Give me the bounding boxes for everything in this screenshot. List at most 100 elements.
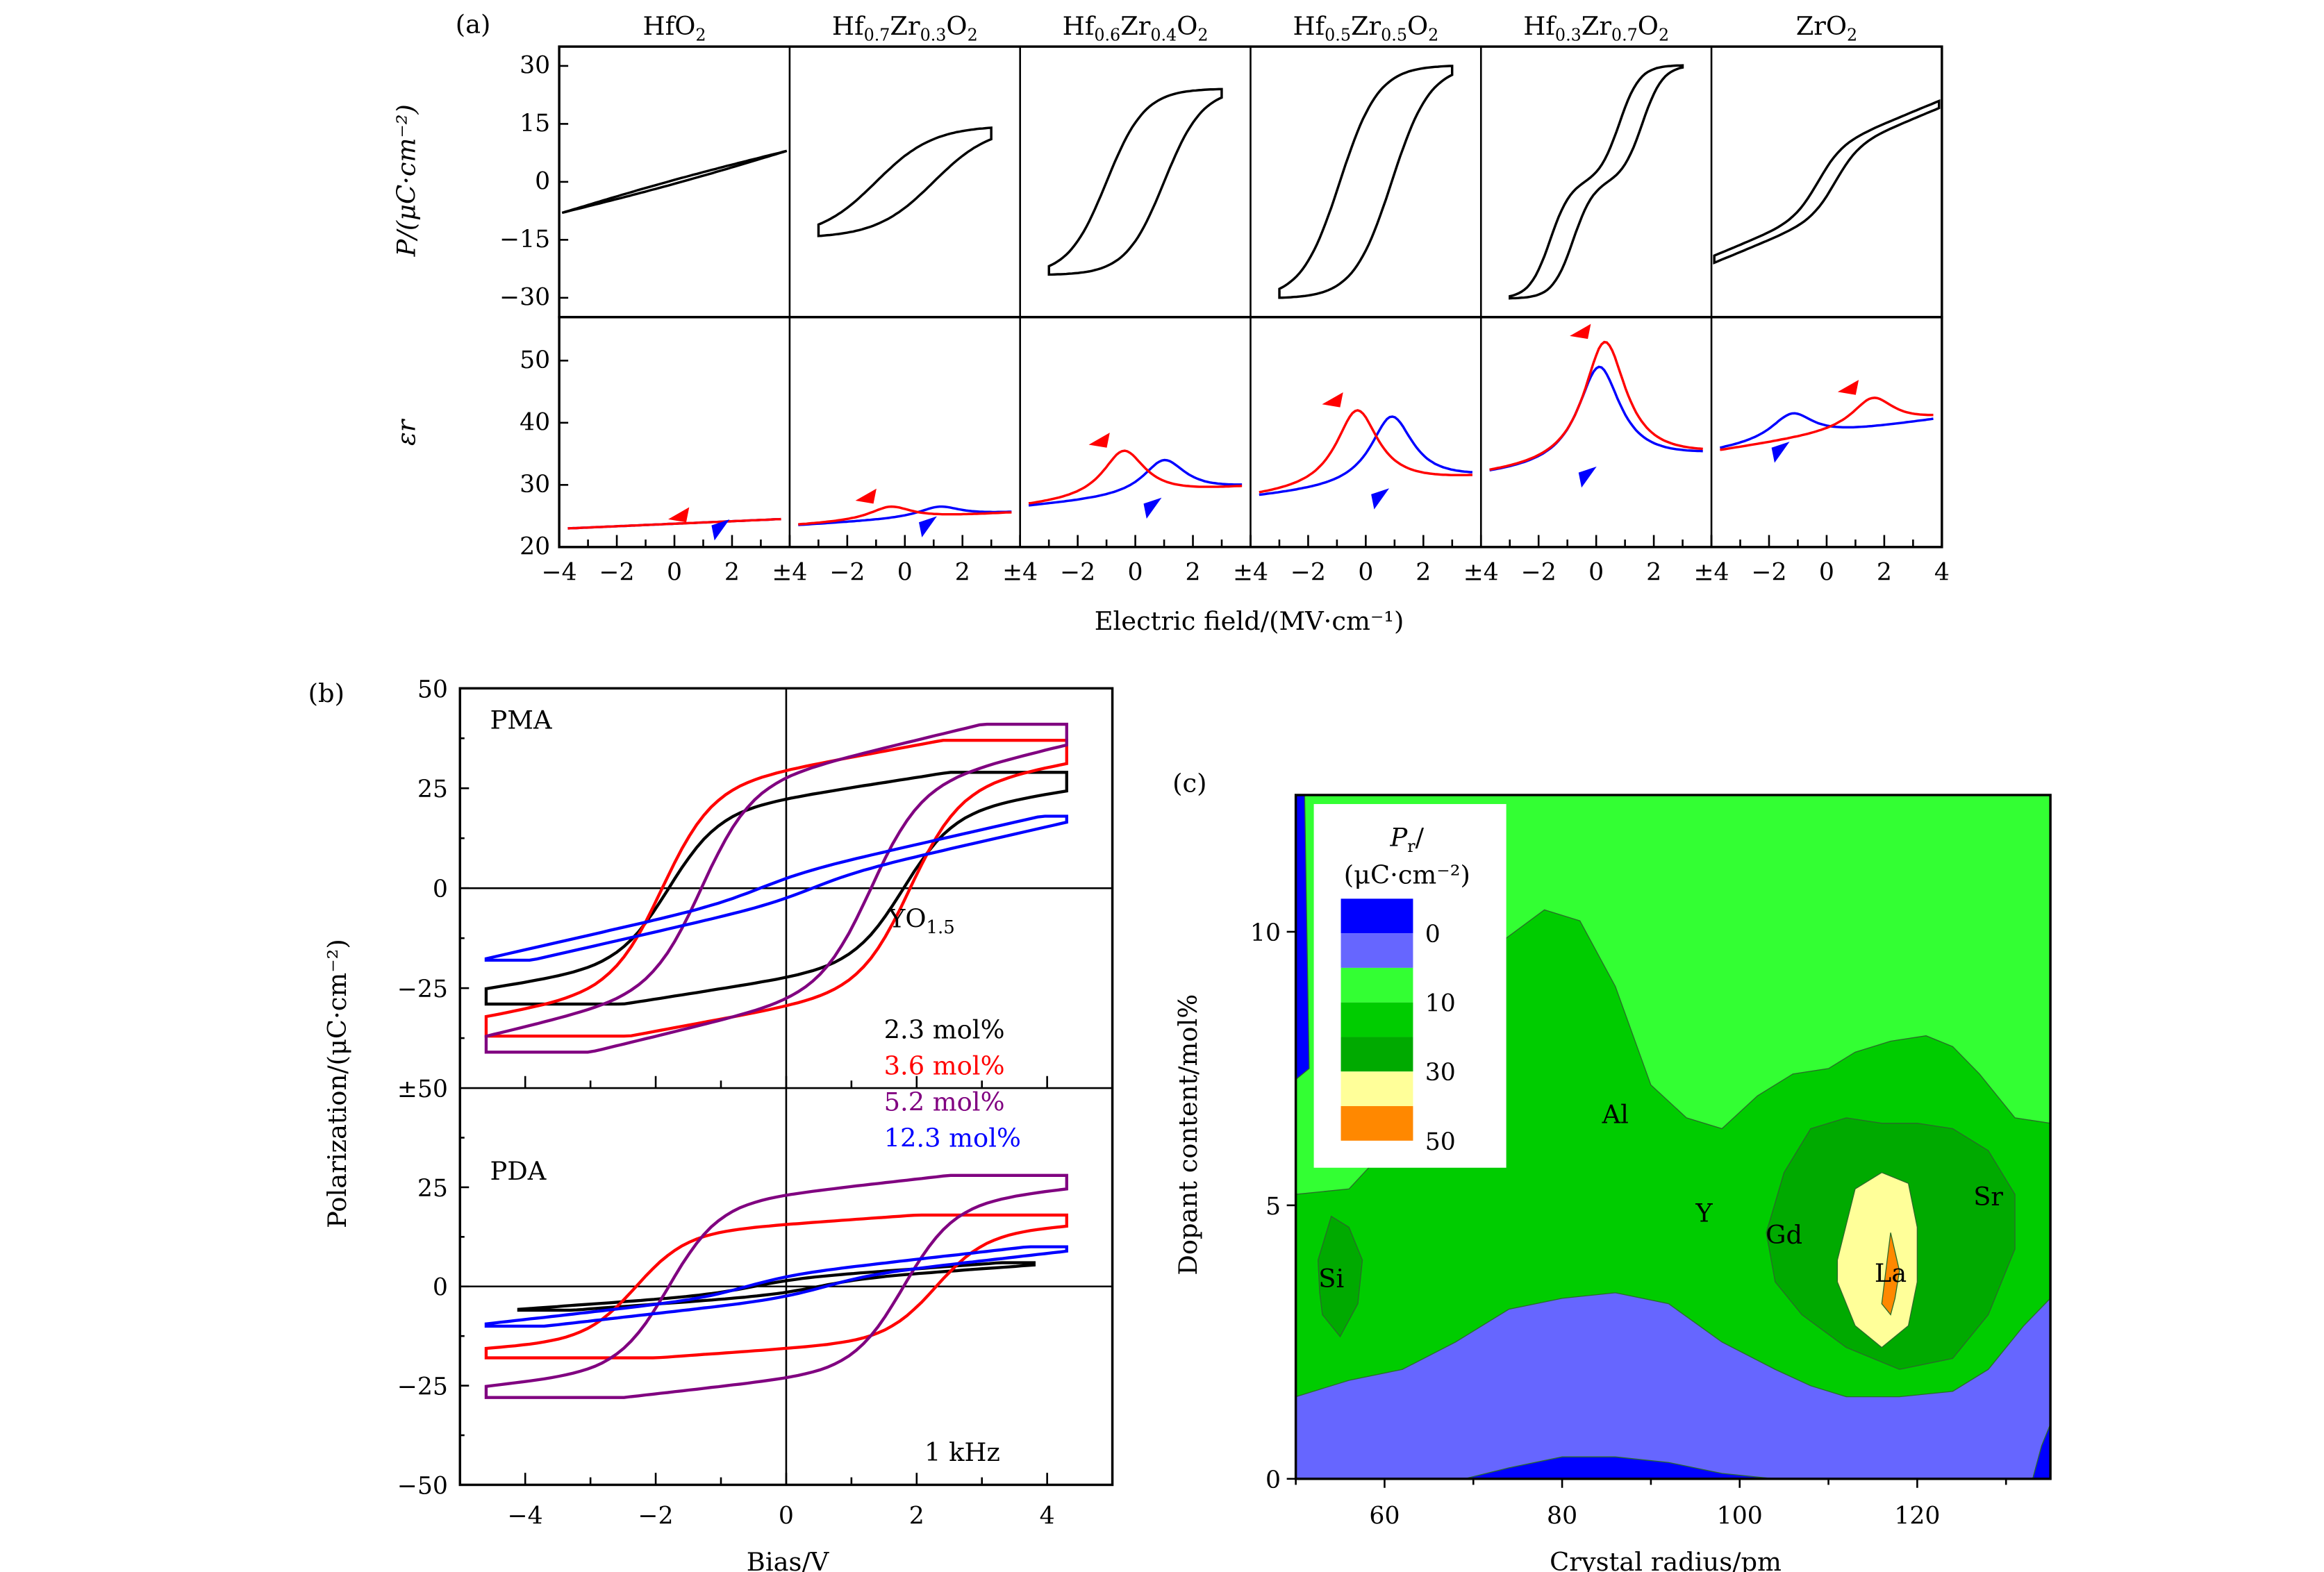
y-tick-label: 50 (417, 676, 448, 703)
hysteresis-loop (1713, 99, 1941, 265)
y-tick-label: 20 (520, 533, 550, 561)
y-tick-label: 0 (535, 168, 550, 196)
permittivity-curve-up-sweep (1489, 365, 1703, 471)
x-tick-label: −2 (638, 1503, 674, 1530)
y-tick-label: −15 (499, 226, 550, 253)
element-label-si: Si (1318, 1264, 1344, 1294)
subplot-title: Hf0.7Zr0.3O2 (832, 11, 978, 45)
y-tick-label: 30 (520, 52, 550, 80)
x-tick-label: 0 (1588, 558, 1604, 586)
pda-hysteresis-loop (484, 1173, 1068, 1399)
annotation-dopant: YO1.5 (888, 903, 955, 938)
y-axis-label-permittivity: εr (391, 418, 421, 446)
y-tick-label: 40 (520, 409, 550, 437)
colorbar-swatch (1341, 1002, 1413, 1037)
x-tick-label: 0 (1819, 558, 1834, 586)
x-tick-label: 80 (1547, 1503, 1577, 1530)
permittivity-curve-down-sweep (1489, 340, 1703, 471)
sweep-direction-arrow-up (1771, 442, 1790, 463)
y-axis-label-polarization-b: Polarization/(μC·cm⁻²) (322, 939, 352, 1228)
colorbar-swatch (1341, 1037, 1413, 1072)
x-tick-label: ±4 (1463, 558, 1499, 586)
x-tick-label: ±4 (1694, 558, 1729, 586)
permittivity-curve-up-sweep (1028, 458, 1243, 507)
x-tick-label: 100 (1717, 1503, 1763, 1530)
y-tick-label: 25 (417, 776, 448, 803)
legend: 2.3 mol% 3.6 mol% 5.2 mol% 12.3 mol% (884, 1015, 1021, 1153)
x-tick-label: −2 (1060, 558, 1095, 586)
contour-region-30-40 (1317, 1215, 1363, 1338)
permittivity-curve-down-sweep (1259, 409, 1472, 494)
y-tick-label: −25 (397, 976, 448, 1003)
y-tick-label: −25 (397, 1373, 448, 1401)
x-axis-label-bias: Bias/V (747, 1547, 830, 1572)
x-tick-label: −4 (542, 558, 577, 586)
sweep-direction-arrow-down (1570, 324, 1591, 340)
y-tick-label: 25 (417, 1175, 448, 1203)
y-tick-label: −30 (499, 284, 550, 312)
panel-a: (a) HfO2 Hf0.7Zr0.3O2 Hf0.6Zr0.4O2 Hf0.5Zr0… (391, 10, 1950, 636)
colorbar-title: Pr/ (1390, 823, 1425, 857)
panel-b: (b) 25 0 −25 50 ±50 25 0 −25 −50 −4 −2 0 2 4 Polariza… (308, 676, 1114, 1572)
y-axis-label-dopant-content: Dopant content/mol% (1173, 994, 1203, 1276)
x-tick-label: 2 (1186, 558, 1201, 586)
colorbar-swatch (1341, 933, 1413, 968)
x-tick-label: 0 (667, 558, 682, 586)
x-tick-label: ±4 (1002, 558, 1038, 586)
colorbar-label: 50 (1425, 1128, 1456, 1156)
pma-hysteresis-loop (484, 814, 1068, 962)
x-tick-label: 120 (1894, 1503, 1940, 1530)
annotation-pma: PMA (490, 705, 552, 735)
sweep-direction-arrow-down (1837, 380, 1859, 395)
colorbar-label: 0 (1425, 921, 1441, 948)
legend-entry: 2.3 mol% (884, 1015, 1005, 1045)
sweep-direction-arrow-up (711, 519, 730, 541)
legend-entry: 5.2 mol% (884, 1087, 1005, 1117)
colorbar-swatch (1341, 1071, 1413, 1107)
sweep-direction-arrow-down (855, 488, 877, 504)
panel-label-a: (a) (456, 10, 491, 40)
y-tick-label: 0 (433, 876, 448, 903)
y-tick-label: 50 (520, 346, 550, 374)
panel-label-b: (b) (308, 678, 345, 708)
y-tick-label: ±50 (397, 1076, 448, 1103)
x-tick-label: 2 (724, 558, 740, 586)
colorbar-swatch (1341, 967, 1413, 1003)
hysteresis-loop (561, 149, 788, 215)
permittivity-curve-down-sweep (567, 517, 781, 530)
x-tick-label: −4 (508, 1503, 543, 1530)
hysteresis-loop (1047, 87, 1223, 276)
hysteresis-loop (1509, 64, 1684, 300)
element-label-y: Y (1695, 1198, 1713, 1228)
x-tick-label: −2 (1751, 558, 1786, 586)
x-tick-label: ±4 (772, 558, 807, 586)
y-tick-label: 0 (433, 1274, 448, 1302)
element-label-gd: Gd (1766, 1220, 1802, 1250)
element-label-la: La (1875, 1258, 1907, 1288)
colorbar-label: 10 (1425, 990, 1456, 1018)
subplot-title: Hf0.6Zr0.4O2 (1063, 11, 1209, 45)
pma-hysteresis-loop (484, 771, 1068, 1006)
y-tick-label: −50 (397, 1472, 448, 1500)
y-tick-label: 5 (1265, 1193, 1281, 1221)
hysteresis-loop (1278, 65, 1454, 299)
x-tick-label: −2 (599, 558, 635, 586)
sweep-direction-arrow-down (1088, 433, 1110, 448)
x-tick-label: 2 (1416, 558, 1431, 586)
y-tick-label: 30 (520, 471, 550, 499)
contour-region-0-10 (1295, 1292, 2051, 1480)
x-tick-label: −2 (829, 558, 865, 586)
sweep-direction-arrow-up (1143, 497, 1162, 519)
y-tick-label: 10 (1250, 919, 1281, 947)
x-tick-label: 4 (1934, 558, 1950, 586)
legend-entry: 12.3 mol% (884, 1123, 1021, 1153)
permittivity-curve-up-sweep (798, 505, 1012, 526)
subplot-title: Hf0.3Zr0.7O2 (1523, 11, 1669, 45)
colorbar-swatch (1341, 898, 1413, 934)
x-tick-label: 4 (1040, 1503, 1055, 1530)
x-tick-label: 60 (1369, 1503, 1400, 1530)
annotation-pda: PDA (490, 1156, 547, 1186)
contour-region-40-50 (1836, 1171, 1918, 1348)
pda-hysteresis-loop (517, 1261, 1036, 1312)
